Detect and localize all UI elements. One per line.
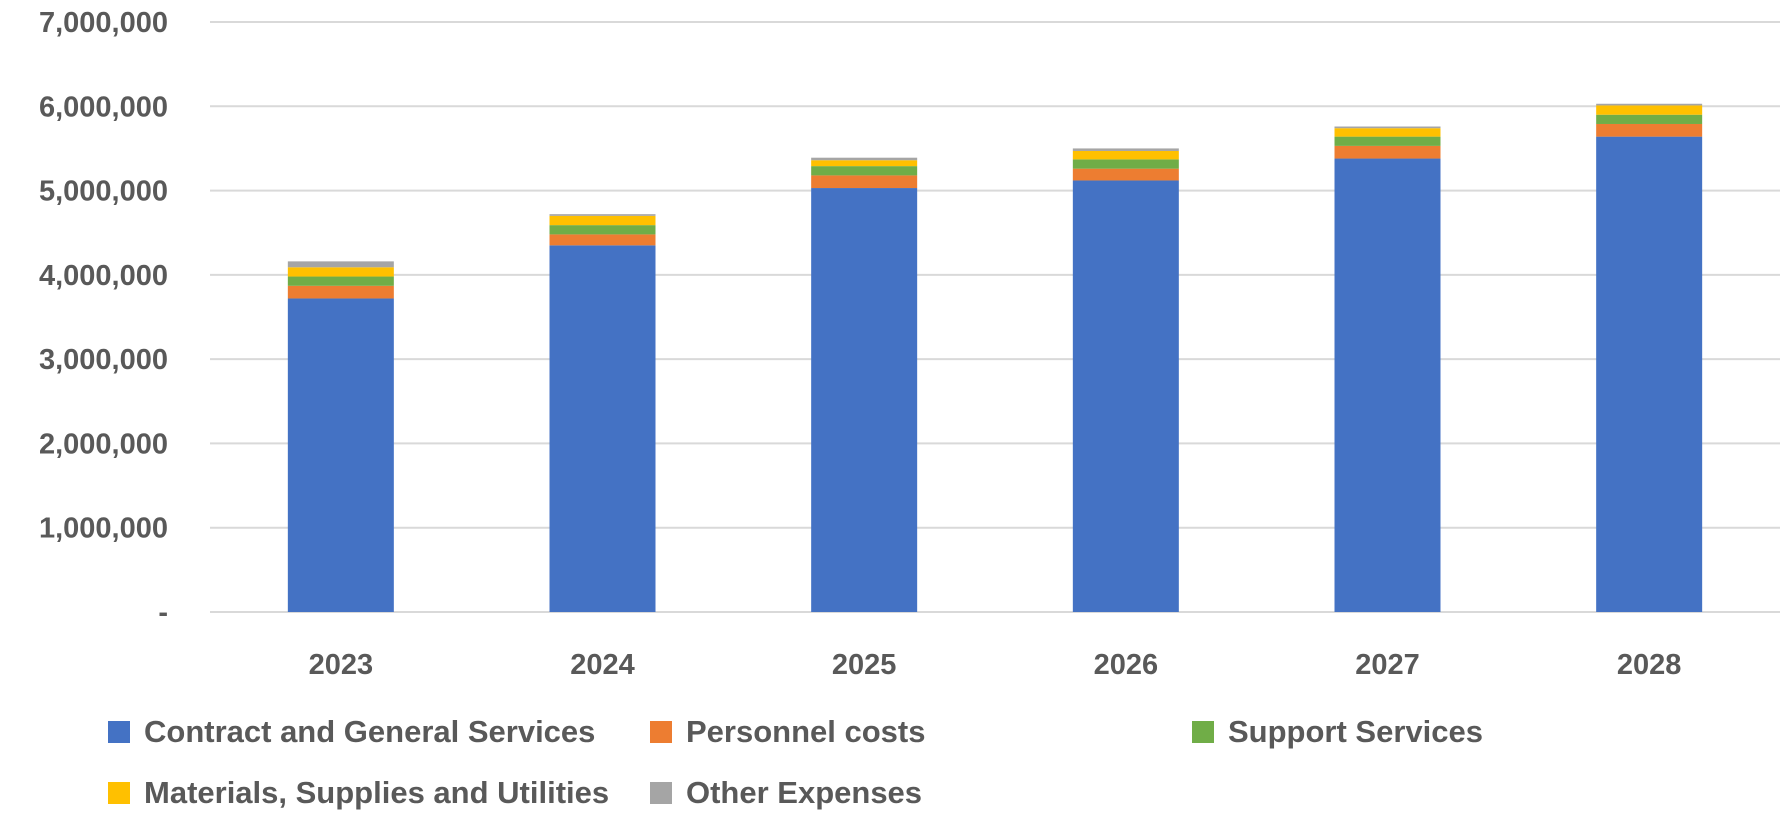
x-tick-label: 2025 xyxy=(832,649,897,681)
y-tick-label: 1,000,000 xyxy=(39,513,168,545)
bar-segment xyxy=(1072,159,1179,169)
bar-segment xyxy=(1072,180,1179,612)
bar-segment xyxy=(287,261,394,268)
y-axis-tick-labels: - 1,000,000 2,000,000 3,000,000 4,000,000 5,0… xyxy=(39,7,168,629)
x-tick-label: 2028 xyxy=(1617,649,1682,681)
bar-segment xyxy=(287,267,394,277)
bar-segment xyxy=(1596,114,1703,124)
bar-segment xyxy=(1334,126,1441,129)
x-tick-label: 2027 xyxy=(1355,649,1420,681)
y-tick-label: 6,000,000 xyxy=(39,91,168,123)
y-tick-label: 3,000,000 xyxy=(39,344,168,376)
x-axis-tick-labels: 2023 2024 2025 2026 2027 2028 xyxy=(309,649,1682,681)
bars xyxy=(287,103,1703,613)
bar-segment xyxy=(287,276,394,286)
bar-segment xyxy=(287,285,394,299)
x-tick-label: 2023 xyxy=(309,649,374,681)
y-tick-label: 2,000,000 xyxy=(39,428,168,460)
bar-segment xyxy=(1334,136,1441,146)
y-tick-label: - xyxy=(158,597,168,629)
x-tick-label: 2024 xyxy=(570,649,635,681)
y-tick-label: 4,000,000 xyxy=(39,260,168,292)
bar-segment xyxy=(1072,148,1179,151)
bar-segment xyxy=(1334,128,1441,137)
bar-segment xyxy=(1334,158,1441,613)
x-tick-label: 2026 xyxy=(1094,649,1159,681)
bar-segment xyxy=(1072,168,1179,181)
bar-segment xyxy=(811,160,918,167)
bar-segment xyxy=(1596,123,1703,137)
bar-segment xyxy=(549,245,656,612)
gridlines xyxy=(210,21,1780,613)
bar-segment xyxy=(811,166,918,176)
y-tick-label: 7,000,000 xyxy=(39,7,168,39)
bar-segment xyxy=(549,234,656,246)
bar-segment xyxy=(1072,150,1179,160)
bar-segment xyxy=(811,157,918,161)
bar-segment xyxy=(287,298,394,612)
bar-segment xyxy=(549,225,656,235)
bar-segment xyxy=(1596,105,1703,115)
y-tick-label: 5,000,000 xyxy=(39,176,168,208)
bar-segment xyxy=(811,175,918,189)
bar-segment xyxy=(549,215,656,226)
bar-segment xyxy=(1596,103,1703,106)
bar-segment xyxy=(1334,145,1441,159)
bar-segment xyxy=(811,188,918,613)
bar-segment xyxy=(1596,136,1703,612)
bar-segment xyxy=(549,214,656,216)
